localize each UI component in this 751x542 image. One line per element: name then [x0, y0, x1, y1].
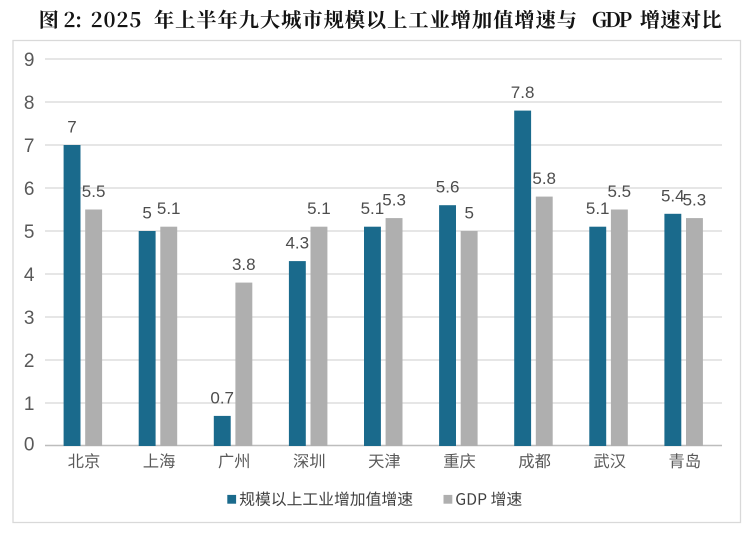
svg-text:5.5: 5.5: [82, 182, 106, 201]
svg-text:7: 7: [24, 136, 35, 157]
svg-text:5.8: 5.8: [532, 169, 556, 188]
svg-text:3: 3: [24, 308, 35, 329]
svg-text:1: 1: [24, 394, 35, 415]
svg-text:3.8: 3.8: [232, 255, 256, 274]
svg-text:5: 5: [24, 222, 35, 243]
svg-text:2: 2: [24, 351, 35, 372]
svg-text:5.1: 5.1: [157, 199, 181, 218]
svg-text:5.6: 5.6: [436, 178, 460, 197]
svg-text:0.7: 0.7: [210, 388, 234, 407]
svg-text:5: 5: [464, 204, 473, 223]
svg-text:5.1: 5.1: [361, 199, 385, 218]
svg-text:5.5: 5.5: [607, 182, 631, 201]
svg-text:4: 4: [24, 265, 35, 286]
svg-text:0: 0: [24, 435, 35, 456]
svg-text:7.8: 7.8: [511, 83, 535, 102]
svg-text:5.1: 5.1: [307, 199, 331, 218]
svg-text:7: 7: [67, 118, 76, 137]
svg-text:5.3: 5.3: [683, 191, 707, 210]
svg-text:5.1: 5.1: [586, 199, 610, 218]
svg-text:5: 5: [142, 204, 151, 223]
svg-text:8: 8: [24, 93, 35, 114]
svg-text:4.3: 4.3: [285, 234, 309, 253]
svg-text:9: 9: [24, 50, 35, 71]
svg-text:6: 6: [24, 179, 35, 200]
svg-text:5.3: 5.3: [382, 191, 406, 210]
svg-text:5.4: 5.4: [661, 186, 685, 205]
